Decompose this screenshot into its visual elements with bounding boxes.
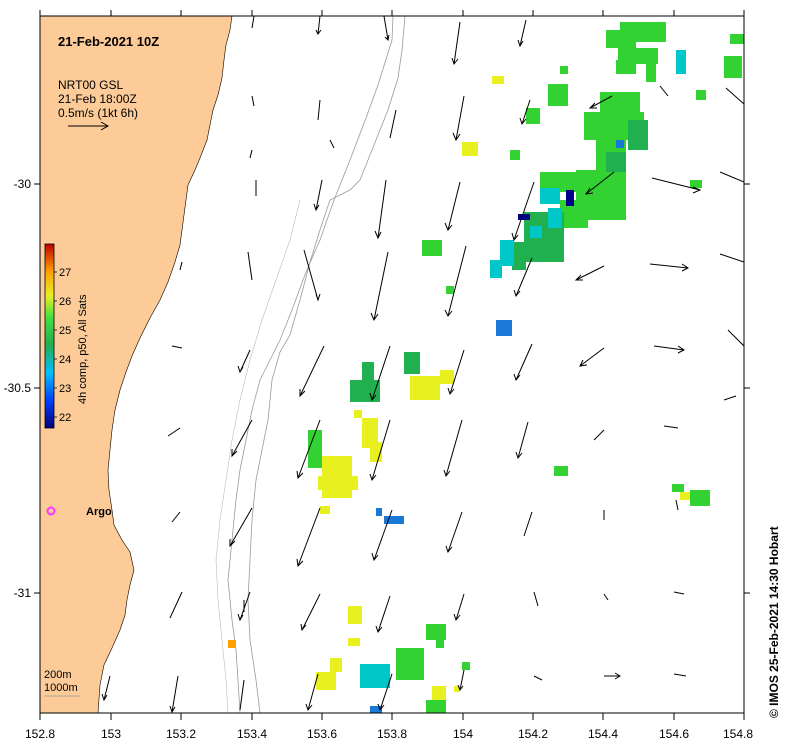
lon-tick-label: 154.6 — [659, 727, 689, 741]
axis-ticks — [34, 10, 750, 720]
sst-pixels — [228, 22, 744, 713]
colorbar — [44, 243, 55, 429]
colorbar-tick-label: 27 — [59, 267, 71, 279]
land-coastline — [40, 16, 233, 713]
map-title: 21-Feb-2021 10Z — [58, 34, 159, 49]
lon-tick-label: 153 — [101, 727, 121, 741]
lon-tick-label: 154 — [453, 727, 473, 741]
lat-tick-label: -30 — [14, 177, 32, 191]
lon-tick-label: 154.4 — [588, 727, 618, 741]
colorbar-tick-label: 23 — [59, 383, 71, 395]
depth-legend-1000m: 1000m — [44, 682, 78, 694]
argo-float-marker-icon — [46, 506, 56, 516]
lon-tick-label: 153.4 — [237, 727, 267, 741]
depth-legend-200m: 200m — [44, 669, 72, 681]
lon-tick-label: 153.2 — [166, 727, 196, 741]
lat-tick-labels: -30 -30.5 -31 — [4, 177, 32, 600]
colorbar-tick-label: 25 — [59, 325, 71, 337]
colorbar-tick-label: 26 — [59, 296, 71, 308]
lon-tick-label: 153.6 — [307, 727, 337, 741]
isobath-inner — [215, 199, 301, 713]
lon-tick-label: 154.2 — [518, 727, 548, 741]
isobath-1000m — [247, 16, 406, 713]
product-time: 21-Feb 18:00Z — [58, 92, 137, 106]
colorbar-tick-labels: 27 26 25 24 23 22 — [59, 267, 71, 424]
vector-scale-arrow-icon — [68, 121, 110, 131]
vector-scale-label: 0.5m/s (1kt 6h) — [58, 106, 138, 120]
isobath-200m — [227, 16, 394, 713]
lat-tick-label: -30.5 — [4, 381, 32, 395]
current-vectors — [101, 16, 744, 713]
colorbar-ticks — [54, 271, 57, 418]
argo-label: Argo — [86, 506, 112, 518]
lat-tick-label: -31 — [14, 586, 32, 600]
lon-tick-labels: 152.8 153 153.2 153.4 153.6 153.8 154 15… — [25, 727, 753, 741]
imos-credit: © IMOS 25-Feb-2021 14:30 Hobart — [767, 526, 781, 718]
colorbar-tick-label: 24 — [59, 354, 71, 366]
lon-tick-label: 152.8 — [25, 727, 55, 741]
product-name: NRT00 GSL — [58, 78, 123, 92]
colorbar-label: 4h comp, p50, All Sats — [77, 294, 89, 404]
lon-tick-label: 153.8 — [377, 727, 407, 741]
lon-tick-label: 154.8 — [723, 727, 753, 741]
colorbar-tick-label: 22 — [59, 412, 71, 424]
